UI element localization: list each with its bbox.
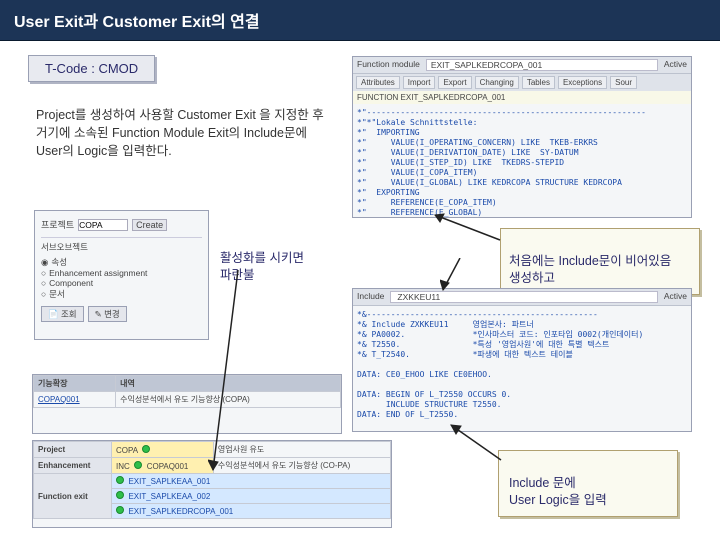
arrow-icon	[440, 258, 470, 298]
table-row[interactable]: COPAQ001 수익성분석에서 유도 기능향상 (COPA)	[34, 392, 341, 408]
cmod-display-button[interactable]: 📄 조회	[41, 306, 84, 322]
tab-tables[interactable]: Tables	[522, 76, 555, 89]
note-empty-include: 처음에는 Include문이 비어있음 생성하고	[500, 228, 700, 295]
fm-name[interactable]: EXIT_SAPLKEDRCOPA_001	[426, 59, 658, 71]
cmod-radio-doc[interactable]: 문서	[49, 288, 65, 300]
inc-status: Active	[664, 291, 687, 303]
status-green-icon	[116, 476, 124, 484]
inc-name[interactable]: ZXKKEU11	[390, 291, 657, 303]
cmod-radio-enh[interactable]: Enhancement assignment	[49, 268, 147, 278]
grid-table: 기능확장 내역 COPAQ001 수익성분석에서 유도 기능향상 (COPA)	[33, 375, 341, 408]
row-enh-value: INC COPAQ001	[112, 458, 214, 474]
fm-panel: Function module EXIT_SAPLKEDRCOPA_001 Ac…	[352, 56, 692, 218]
fm-code: *"--------------------------------------…	[353, 104, 691, 218]
arrow-icon	[208, 270, 248, 480]
description: Project를 생성하여 사용할 Customer Exit 을 지정한 후 …	[36, 106, 336, 160]
cmod-section-label: 서브오브젝트	[41, 241, 202, 253]
row-enh-label: Enhancement	[34, 458, 112, 474]
cmod-project-input[interactable]	[78, 219, 128, 231]
status-green-icon	[116, 506, 124, 514]
note-logic-include: Include 문에 User Logic을 입력	[498, 450, 678, 517]
description-text: Project를 생성하여 사용할 Customer Exit 을 지정한 후 …	[36, 108, 324, 158]
note-empty-text: 처음에는 Include문이 비어있음 생성하고	[509, 254, 671, 286]
status-green-icon	[116, 491, 124, 499]
grid-cell-link[interactable]: COPAQ001	[34, 392, 116, 408]
note-include-text: Include 문에 User Logic을 입력	[509, 476, 607, 508]
grid-col-0: 기능확장	[34, 376, 116, 392]
fe-2[interactable]: EXIT_SAPLKEDRCOPA_001	[112, 504, 391, 519]
fm-header-label: Function module	[357, 59, 420, 71]
cmod-radio-comp[interactable]: Component	[49, 278, 93, 288]
inc-label: Include	[357, 291, 384, 303]
row-fe-label: Function exit	[34, 474, 112, 519]
page-title: User Exit과 Customer Exit의 연결	[0, 0, 720, 41]
tcode-text: T-Code : CMOD	[45, 61, 138, 76]
include-panel: Include ZXKKEU11 Active *&--------------…	[352, 288, 692, 432]
tab-import[interactable]: Import	[403, 76, 436, 89]
row-project-value: COPA	[112, 442, 214, 458]
row-project-label: Project	[34, 442, 112, 458]
arrow-icon	[446, 420, 506, 470]
cmod-radio-attr[interactable]: 속성	[51, 256, 67, 268]
table-row: 기능확장 내역	[34, 376, 341, 392]
cmod-change-button[interactable]: ✎ 변경	[88, 306, 127, 322]
tab-exceptions[interactable]: Exceptions	[558, 76, 607, 89]
radio-icon: ○	[41, 289, 46, 299]
fm-tabs: Attributes Import Export Changing Tables…	[353, 74, 691, 91]
inc-code: *&--------------------------------------…	[353, 306, 691, 432]
tab-export[interactable]: Export	[438, 76, 471, 89]
grid-panel: 기능확장 내역 COPAQ001 수익성분석에서 유도 기능향상 (COPA)	[32, 374, 342, 434]
tab-changing[interactable]: Changing	[475, 76, 519, 89]
title-text: User Exit과 Customer Exit의 연결	[14, 14, 260, 31]
tcode-box: T-Code : CMOD	[28, 55, 155, 82]
status-green-icon	[134, 461, 142, 469]
radio-icon: ◉	[41, 257, 48, 268]
fm-title-line: FUNCTION EXIT_SAPLKEDRCOPA_001	[353, 91, 691, 104]
status-green-icon	[142, 445, 150, 453]
radio-icon: ○	[41, 268, 46, 278]
tab-source[interactable]: Sour	[610, 76, 637, 89]
cmod-create-button[interactable]: Create	[132, 219, 167, 231]
tab-attributes[interactable]: Attributes	[356, 76, 400, 89]
fe-0[interactable]: EXIT_SAPLKEAA_001	[112, 474, 391, 489]
cmod-panel: 프로젝트 Create 서브오브젝트 ◉속성 ○Enhancement assi…	[34, 210, 209, 340]
fm-status: Active	[664, 59, 687, 71]
radio-icon: ○	[41, 278, 46, 288]
fe-1[interactable]: EXIT_SAPLKEAA_002	[112, 489, 391, 504]
cmod-project-label: 프로젝트	[41, 218, 74, 231]
